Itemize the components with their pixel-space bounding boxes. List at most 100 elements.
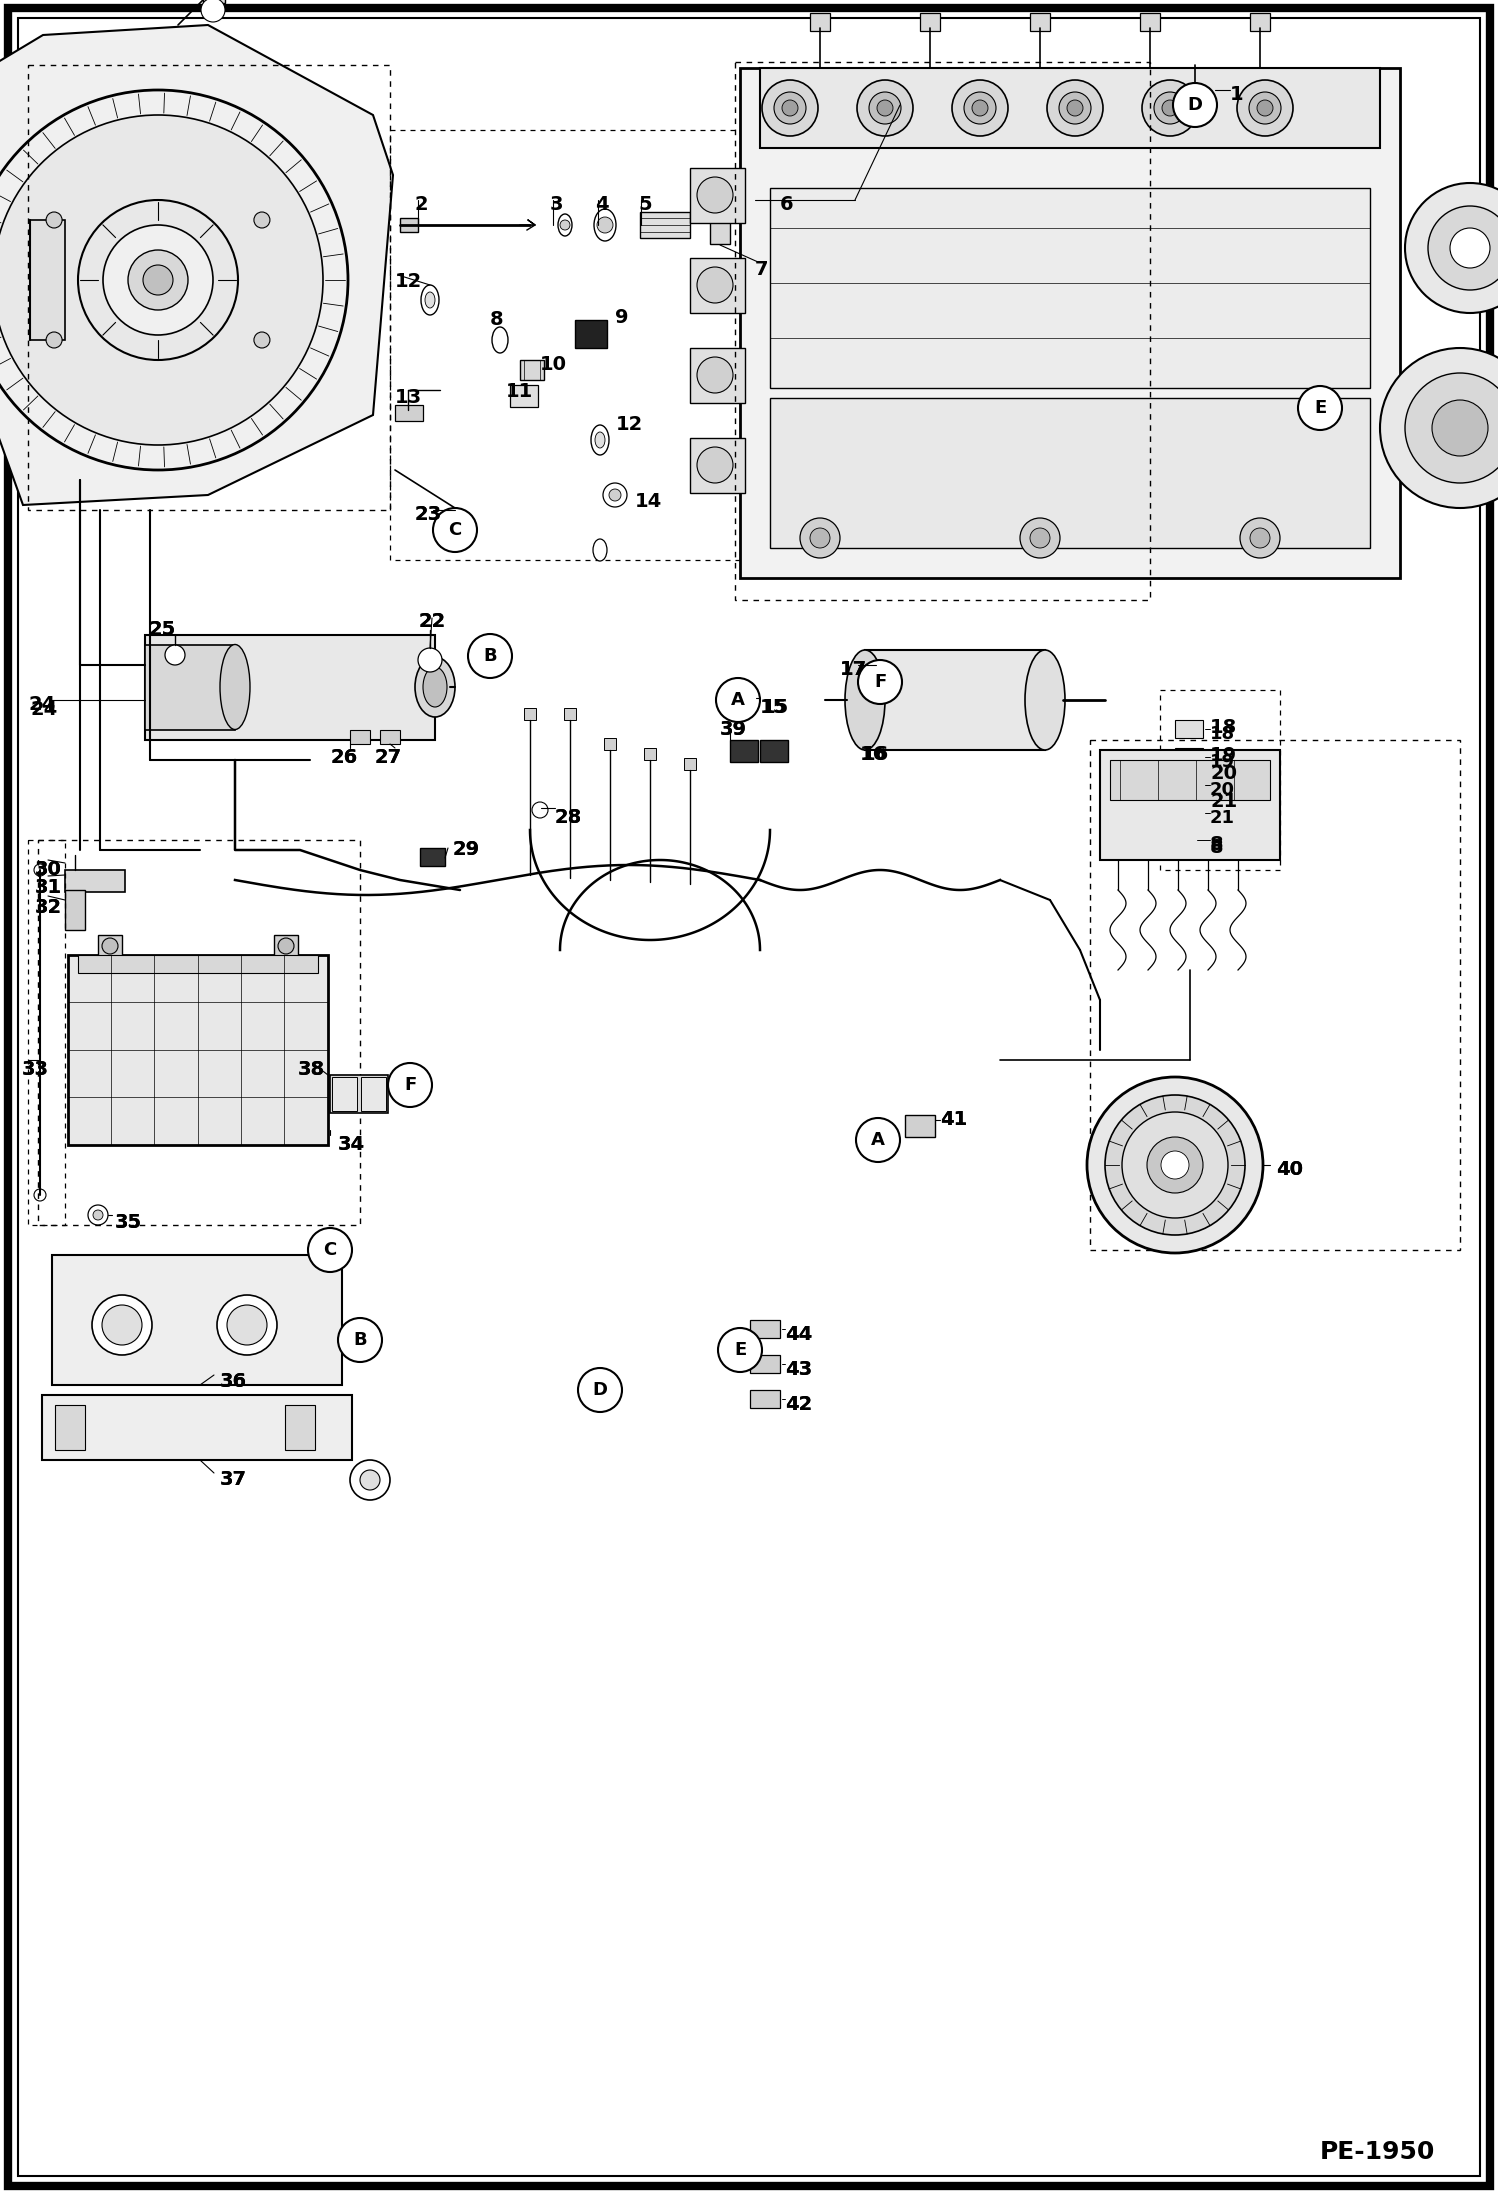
Text: D: D — [1188, 97, 1203, 114]
Circle shape — [1162, 101, 1177, 116]
Ellipse shape — [220, 645, 250, 728]
Text: D: D — [593, 1380, 608, 1400]
Text: 21: 21 — [1210, 792, 1237, 812]
Circle shape — [91, 1294, 151, 1356]
Text: 37: 37 — [220, 1470, 247, 1490]
Bar — [740, 68, 1401, 577]
Bar — [691, 259, 745, 314]
Ellipse shape — [1174, 823, 1195, 858]
Text: 39: 39 — [721, 720, 748, 739]
Text: 36: 36 — [220, 1371, 247, 1391]
Bar — [419, 849, 445, 867]
Bar — [37, 840, 360, 1224]
Circle shape — [388, 1064, 431, 1108]
Text: 41: 41 — [941, 1110, 968, 1130]
Text: 39: 39 — [721, 720, 748, 739]
Text: 35: 35 — [115, 1213, 142, 1233]
Circle shape — [88, 1205, 108, 1224]
Text: 15: 15 — [762, 698, 789, 717]
Text: 31: 31 — [34, 878, 61, 897]
Polygon shape — [0, 24, 392, 505]
Circle shape — [782, 101, 798, 116]
Bar — [351, 731, 370, 744]
Circle shape — [1106, 1095, 1245, 1235]
Text: 28: 28 — [554, 807, 583, 827]
Text: 18: 18 — [1210, 717, 1237, 737]
Circle shape — [102, 1305, 142, 1345]
Bar — [55, 1404, 85, 1450]
Text: 11: 11 — [506, 382, 533, 402]
Circle shape — [46, 213, 61, 228]
Circle shape — [1059, 92, 1091, 125]
Circle shape — [774, 92, 806, 125]
Bar — [759, 68, 1380, 147]
Circle shape — [598, 217, 613, 233]
Circle shape — [165, 645, 184, 665]
Circle shape — [0, 114, 324, 445]
Bar — [691, 439, 745, 494]
Text: 43: 43 — [785, 1360, 812, 1380]
Circle shape — [869, 92, 900, 125]
Bar — [691, 169, 745, 224]
Circle shape — [1020, 518, 1061, 557]
Text: 24: 24 — [30, 700, 57, 720]
Circle shape — [309, 1229, 352, 1273]
Bar — [640, 213, 691, 237]
Circle shape — [1240, 518, 1279, 557]
Ellipse shape — [425, 292, 434, 307]
Text: 20: 20 — [1210, 781, 1234, 799]
Text: 2: 2 — [415, 195, 428, 215]
Bar — [604, 737, 616, 750]
Ellipse shape — [421, 285, 439, 316]
Bar — [78, 954, 318, 972]
Circle shape — [1450, 228, 1491, 268]
Text: 26: 26 — [330, 748, 357, 768]
Circle shape — [697, 358, 733, 393]
Text: 4: 4 — [595, 195, 608, 215]
Bar — [565, 709, 577, 720]
Circle shape — [127, 250, 189, 309]
Text: 27: 27 — [374, 748, 401, 768]
Circle shape — [800, 518, 840, 557]
Bar — [509, 384, 538, 408]
Text: 22: 22 — [418, 612, 445, 632]
Bar — [274, 935, 298, 957]
Circle shape — [716, 678, 759, 722]
Text: 18: 18 — [1210, 724, 1236, 744]
Text: 40: 40 — [1276, 1161, 1303, 1178]
Bar — [389, 129, 740, 559]
Circle shape — [103, 226, 213, 336]
Ellipse shape — [845, 649, 885, 750]
Bar — [330, 1075, 388, 1112]
Circle shape — [1047, 79, 1103, 136]
Bar — [1174, 777, 1203, 794]
Bar — [64, 891, 85, 930]
Bar — [750, 1391, 780, 1409]
Bar — [575, 320, 607, 349]
Text: PE-1950: PE-1950 — [1320, 2139, 1435, 2163]
Bar — [1174, 748, 1203, 766]
Text: 44: 44 — [785, 1325, 812, 1345]
Bar — [770, 189, 1371, 388]
Circle shape — [34, 864, 46, 875]
Bar — [1091, 739, 1461, 1251]
Text: 30: 30 — [34, 860, 61, 880]
Circle shape — [762, 79, 818, 136]
Circle shape — [1249, 529, 1270, 548]
Circle shape — [339, 1319, 382, 1362]
Bar — [1031, 13, 1050, 31]
Circle shape — [0, 90, 348, 470]
Bar — [395, 406, 422, 421]
Text: 34: 34 — [339, 1134, 366, 1154]
Text: 40: 40 — [1276, 1161, 1303, 1178]
Text: C: C — [448, 520, 461, 540]
Circle shape — [142, 265, 172, 294]
Circle shape — [255, 331, 270, 349]
Circle shape — [857, 79, 912, 136]
Circle shape — [578, 1369, 622, 1413]
Circle shape — [1405, 182, 1498, 314]
Text: 42: 42 — [785, 1395, 812, 1413]
Bar — [1110, 759, 1270, 801]
Text: 23: 23 — [415, 505, 442, 524]
Text: 21: 21 — [1210, 810, 1234, 827]
